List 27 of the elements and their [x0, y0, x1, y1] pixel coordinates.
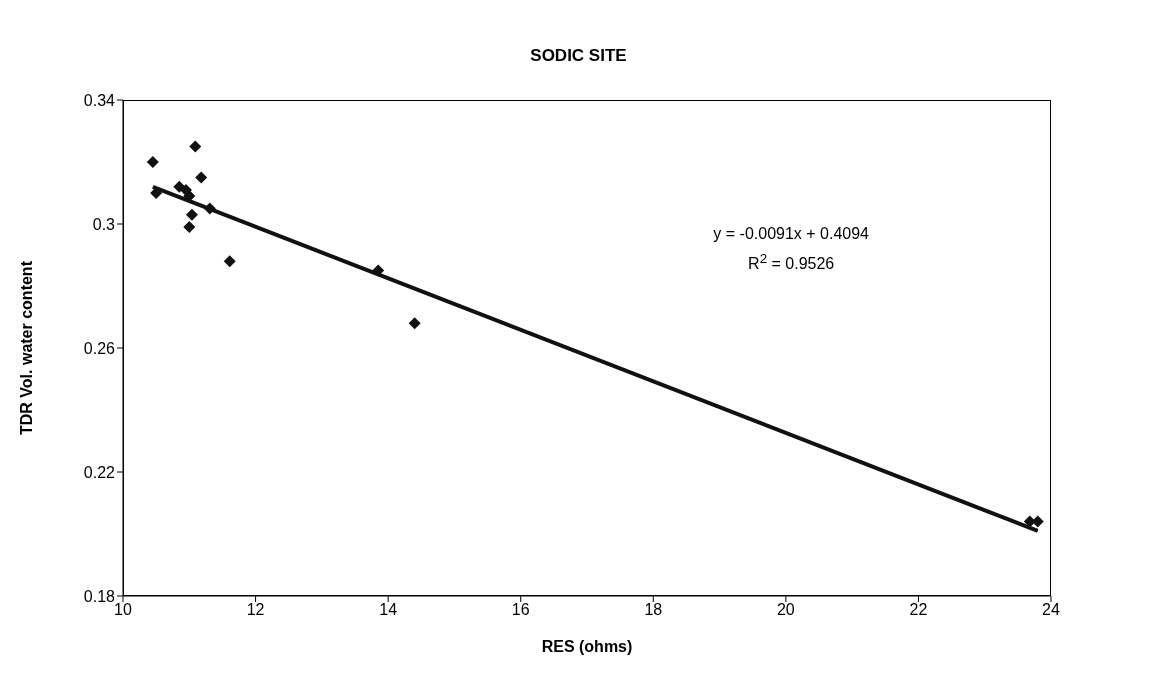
- y-tick-label: 0.34: [83, 91, 116, 109]
- x-tick-label: 20: [776, 601, 795, 619]
- y-tick-label: 0.3: [92, 215, 116, 233]
- point: [223, 255, 236, 268]
- point: [372, 264, 385, 277]
- y-tick-label: 0.26: [83, 339, 116, 357]
- chart-title: SODIC SITE: [529, 46, 628, 66]
- point: [408, 317, 421, 330]
- x-axis-title: RES (ohms): [541, 638, 633, 655]
- x-tick-label: 10: [114, 601, 132, 619]
- point: [203, 202, 216, 215]
- point: [183, 221, 196, 234]
- point: [189, 140, 202, 153]
- x-tick-label: 16: [511, 601, 530, 619]
- x-tick-label: 12: [246, 601, 265, 619]
- point: [146, 156, 159, 168]
- x-tick-label: 24: [1042, 601, 1060, 619]
- x-tick-label: 22: [909, 601, 928, 619]
- y-tick-label: 0.18: [83, 587, 116, 605]
- x-tick-label: 14: [379, 601, 398, 619]
- annotation: y = -0.0091x + 0.4094: [713, 224, 869, 243]
- x-tick-label: 18: [644, 601, 663, 619]
- point: [195, 171, 208, 184]
- y-tick-label: 0.22: [83, 463, 116, 481]
- annotation: R$^{2}$ = 0.9526: [748, 250, 835, 274]
- y-axis-title: TDR Vol. water content: [17, 260, 35, 435]
- point: [185, 208, 198, 221]
